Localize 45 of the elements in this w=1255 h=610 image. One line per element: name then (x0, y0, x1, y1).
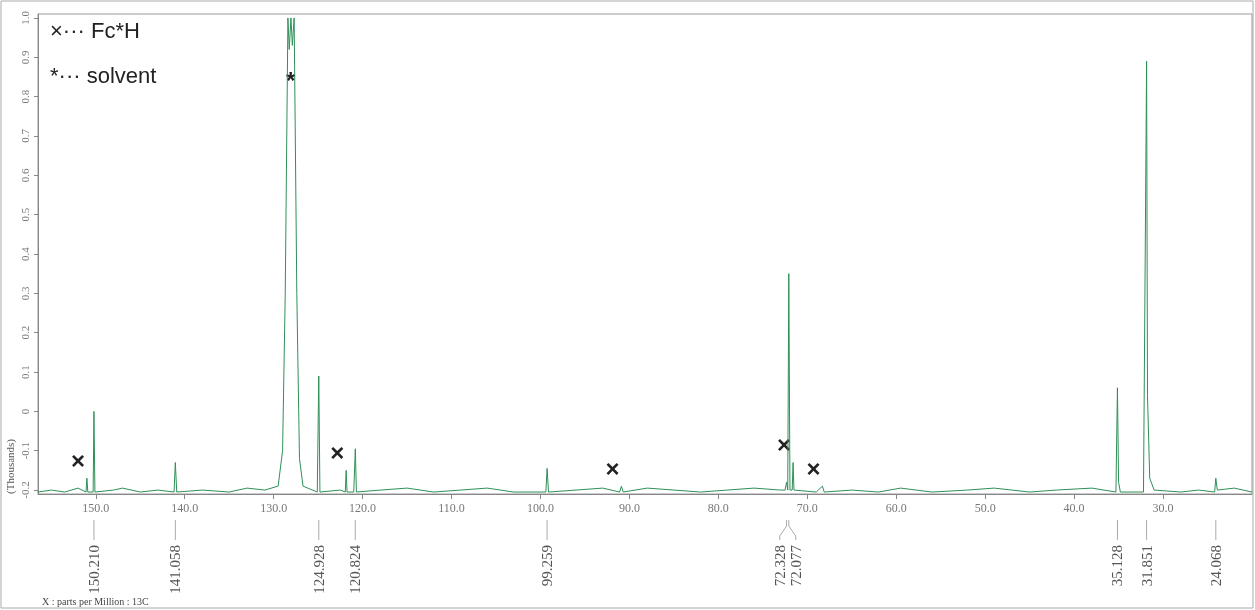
y-tick-label: 0.8 (18, 89, 31, 104)
x-tick-label: 60.0 (885, 501, 907, 515)
annotation: × (70, 446, 85, 474)
x-tick-label: 100.0 (527, 501, 554, 515)
y-axis-title: (Thousands) (4, 438, 17, 494)
x-tick-label: 110.0 (438, 501, 465, 515)
x-tick-label: 30.0 (1152, 501, 1174, 515)
y-tick-label: 0.4 (18, 246, 31, 261)
y-tick-label: 0.5 (18, 207, 31, 222)
x-tick-label: 90.0 (618, 501, 640, 515)
annotation: 72.077 (787, 544, 804, 587)
x-tick-label: 40.0 (1063, 501, 1085, 515)
annotation: × (605, 454, 620, 482)
annotation: 124.928 (310, 545, 327, 594)
y-tick-label: 1.0 (18, 10, 31, 25)
y-tick-label: 0.7 (18, 128, 31, 143)
annotation: × (806, 454, 821, 482)
annotation: 120.824 (347, 544, 364, 594)
y-tick-label: 0.9 (18, 49, 31, 65)
annotation: 31.851 (1138, 545, 1155, 587)
annotation: 150.210 (85, 545, 102, 594)
annotation: *··· solvent (50, 62, 157, 88)
annotation: 141.058 (167, 545, 184, 594)
y-tick-label: 0.3 (18, 285, 31, 301)
x-tick-label: 80.0 (707, 501, 729, 515)
annotation: 72.328 (771, 545, 788, 587)
annotation: ×··· Fc*H (50, 17, 140, 43)
y-tick-label: 0 (18, 408, 31, 415)
annotation: 24.068 (1207, 545, 1224, 587)
y-tick-label: 0.2 (18, 325, 31, 340)
annotation: 35.128 (1109, 545, 1126, 587)
x-tick-label: 50.0 (974, 501, 996, 515)
x-tick-label: 120.0 (349, 501, 377, 515)
text: X : parts per Million : 13C (42, 595, 149, 607)
annotation: × (330, 438, 345, 466)
x-tick-label: 130.0 (260, 501, 288, 515)
line-series (37, 17, 1253, 493)
x-tick-label: 70.0 (796, 501, 818, 515)
y-tick-label: 0.1 (18, 365, 31, 379)
x-tick-label: 140.0 (171, 501, 199, 515)
annotation: 99.259 (539, 545, 556, 587)
y-tick-label: 0.6 (18, 167, 31, 183)
x-tick-label: 150.0 (82, 501, 110, 515)
y-tick-label: -0.2 (18, 481, 31, 499)
y-tick-label: -0.1 (18, 442, 31, 460)
